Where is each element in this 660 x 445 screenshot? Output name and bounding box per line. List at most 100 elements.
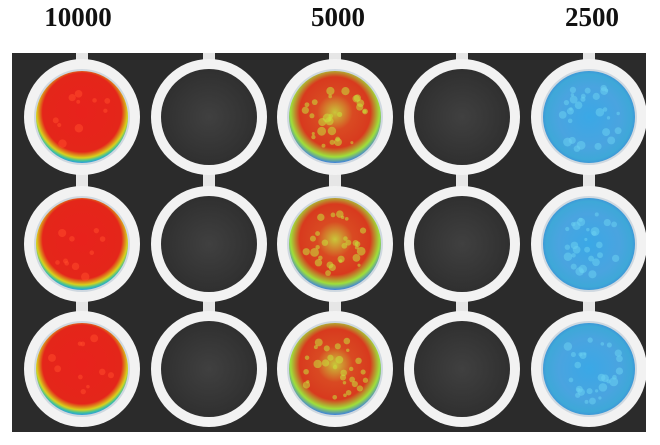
speckle bbox=[55, 260, 60, 265]
speckle bbox=[332, 394, 338, 400]
well-low bbox=[531, 59, 646, 175]
speckle bbox=[330, 212, 336, 218]
speckle bbox=[74, 90, 83, 98]
speckle bbox=[569, 95, 578, 104]
speckle bbox=[611, 254, 620, 263]
speckle bbox=[563, 252, 573, 261]
well-empty bbox=[151, 186, 267, 302]
speckle bbox=[92, 98, 97, 103]
speckle bbox=[614, 349, 622, 357]
speckle bbox=[71, 262, 80, 271]
speckle bbox=[337, 255, 345, 263]
speckle bbox=[594, 212, 599, 217]
speckle bbox=[302, 381, 311, 389]
speckle bbox=[52, 117, 59, 124]
speckle bbox=[602, 107, 608, 112]
speckle bbox=[336, 210, 344, 218]
speckle bbox=[301, 106, 309, 114]
speckle bbox=[565, 226, 570, 232]
speckle bbox=[592, 92, 600, 100]
speckle bbox=[341, 242, 348, 249]
speckle bbox=[598, 383, 608, 392]
speckle bbox=[609, 377, 619, 387]
speckle bbox=[355, 357, 362, 365]
speckle bbox=[303, 368, 309, 375]
speckle bbox=[304, 355, 310, 360]
speckle bbox=[356, 385, 363, 392]
signal-spot-high bbox=[36, 198, 128, 290]
speckle bbox=[577, 388, 585, 396]
speckle bbox=[74, 123, 84, 133]
speckle bbox=[332, 364, 338, 370]
speckle bbox=[317, 126, 327, 136]
speckle bbox=[89, 250, 95, 255]
speckle bbox=[76, 99, 81, 104]
column-label-2500: 2500 bbox=[565, 2, 619, 32]
speckle bbox=[587, 337, 593, 343]
speckle bbox=[321, 359, 330, 367]
speckle bbox=[313, 359, 322, 369]
speckle bbox=[351, 380, 358, 388]
speckle bbox=[601, 374, 609, 383]
speckle bbox=[573, 145, 581, 152]
speckle bbox=[611, 221, 618, 228]
speckle bbox=[569, 107, 573, 111]
speckle bbox=[90, 334, 99, 343]
well-medium bbox=[277, 311, 393, 427]
speckle bbox=[327, 354, 334, 361]
well-interior bbox=[161, 69, 257, 165]
speckle bbox=[340, 369, 348, 377]
speckle bbox=[352, 239, 359, 246]
speckle bbox=[310, 247, 319, 257]
speckle bbox=[80, 341, 86, 347]
speckle bbox=[328, 94, 333, 99]
speckle bbox=[315, 245, 320, 250]
signal-spot-high bbox=[36, 323, 128, 415]
well-empty bbox=[151, 59, 267, 175]
speckle bbox=[304, 102, 310, 108]
speckle bbox=[578, 264, 587, 274]
speckle bbox=[342, 381, 347, 385]
speckle bbox=[600, 84, 607, 92]
well-plate-svg bbox=[24, 53, 646, 427]
speckle bbox=[578, 352, 583, 357]
speckle bbox=[318, 255, 323, 261]
signal-spot-high bbox=[36, 71, 128, 163]
speckle bbox=[309, 235, 316, 242]
speckle bbox=[589, 397, 596, 405]
speckle bbox=[584, 399, 589, 404]
speckle bbox=[616, 355, 623, 363]
signal-spot-low bbox=[543, 71, 635, 163]
speckle bbox=[48, 353, 56, 362]
speckle bbox=[104, 97, 111, 104]
speckle bbox=[80, 388, 86, 395]
speckle bbox=[343, 236, 348, 241]
speckle bbox=[57, 122, 62, 128]
speckle bbox=[571, 253, 576, 258]
speckle bbox=[606, 342, 612, 348]
well-low bbox=[531, 311, 646, 427]
speckle bbox=[333, 138, 342, 146]
speckle bbox=[329, 139, 335, 145]
speckle bbox=[311, 99, 318, 106]
speckle bbox=[614, 127, 622, 135]
speckle bbox=[58, 228, 67, 238]
speckle bbox=[600, 342, 605, 346]
well-empty bbox=[404, 311, 520, 427]
speckle bbox=[337, 111, 343, 118]
speckle bbox=[63, 258, 69, 264]
speckle bbox=[353, 94, 362, 102]
well-medium bbox=[277, 186, 393, 302]
well-interior bbox=[414, 69, 510, 165]
speckle bbox=[323, 345, 330, 352]
speckle bbox=[359, 227, 367, 234]
speckle bbox=[314, 338, 323, 347]
speckle bbox=[68, 93, 76, 102]
well-medium bbox=[277, 59, 393, 175]
speckle bbox=[584, 237, 588, 242]
speckle bbox=[357, 263, 361, 267]
speckle bbox=[309, 113, 315, 119]
speckle bbox=[349, 376, 356, 383]
speckle bbox=[321, 239, 329, 246]
speckle bbox=[570, 351, 576, 358]
